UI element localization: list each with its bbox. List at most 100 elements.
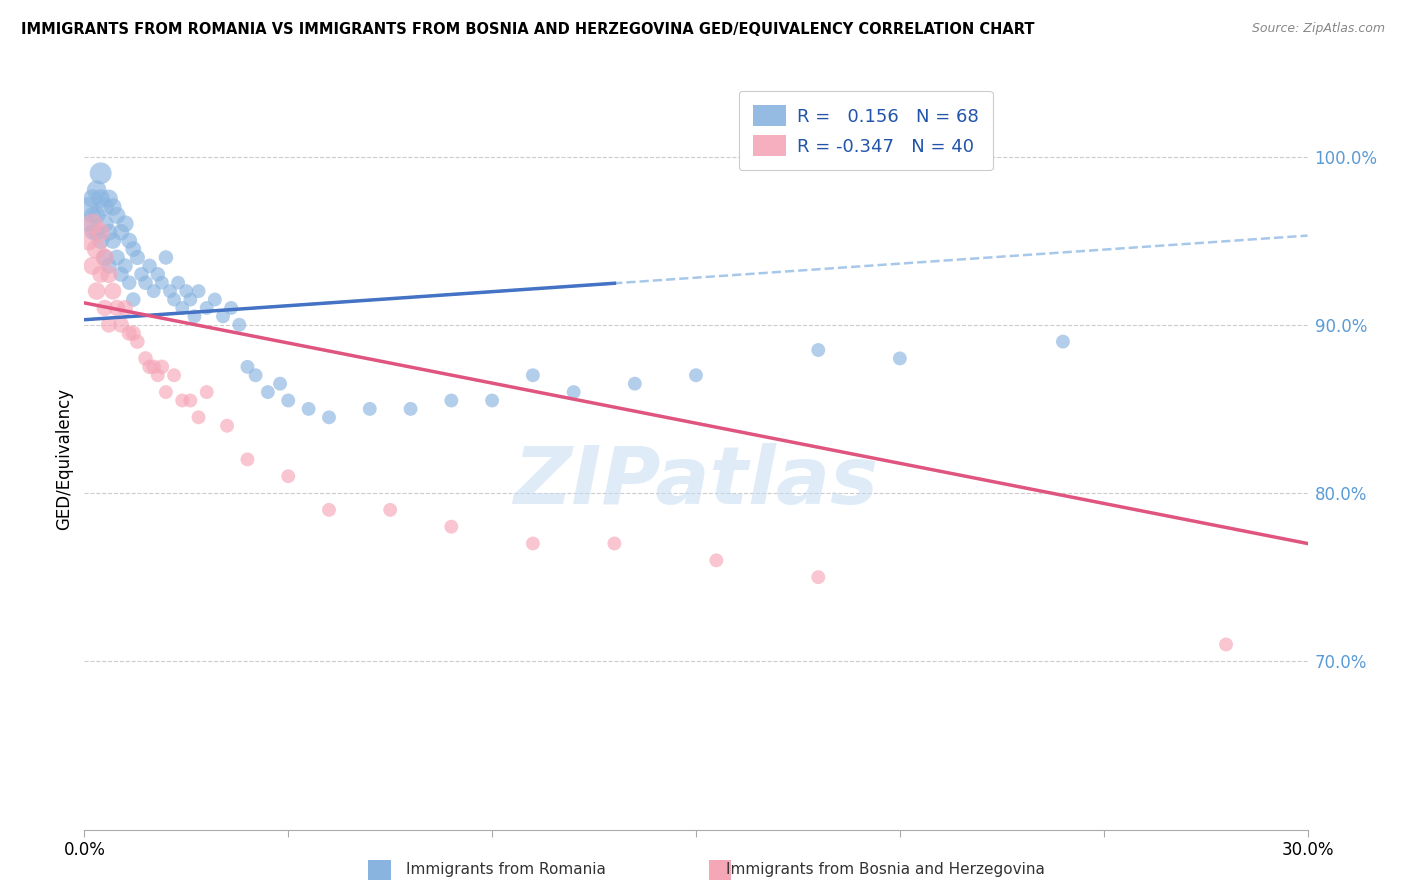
Point [603, 536, 626, 550]
Point [167, 276, 190, 290]
Point [138, 259, 160, 273]
Point [118, 326, 141, 341]
Point [82, 225, 104, 239]
Point [219, 301, 242, 315]
Point [110, 318, 132, 332]
Y-axis label: GED/Equivalency: GED/Equivalency [55, 388, 73, 531]
Point [163, 293, 186, 307]
Text: ZIPatlas: ZIPatlas [513, 442, 879, 521]
Point [146, 268, 169, 282]
Point [97, 192, 120, 206]
Point [706, 553, 728, 567]
Point [114, 301, 136, 315]
Point [97, 225, 120, 239]
Point [204, 293, 226, 307]
Point [86, 183, 108, 197]
Point [90, 225, 112, 239]
Point [150, 359, 173, 374]
Point [440, 519, 463, 533]
Point [217, 418, 239, 433]
Point [105, 208, 128, 222]
Point [93, 301, 115, 315]
Point [807, 343, 830, 357]
Point [179, 293, 201, 307]
Point [318, 410, 340, 425]
Point [298, 401, 321, 416]
Point [105, 301, 128, 315]
Point [277, 393, 299, 408]
Point [212, 310, 235, 324]
Point [105, 251, 128, 265]
Point [93, 217, 115, 231]
Point [77, 200, 100, 214]
Point [82, 217, 104, 231]
Point [101, 234, 124, 248]
Point [1052, 334, 1074, 349]
Point [155, 385, 177, 400]
Point [131, 268, 153, 282]
Point [155, 251, 177, 265]
Point [257, 385, 280, 400]
Point [179, 393, 201, 408]
Point [481, 393, 503, 408]
Point [93, 251, 115, 265]
Point [97, 318, 120, 332]
Text: IMMIGRANTS FROM ROMANIA VS IMMIGRANTS FROM BOSNIA AND HERZEGOVINA GED/EQUIVALENC: IMMIGRANTS FROM ROMANIA VS IMMIGRANTS FR… [21, 22, 1035, 37]
Point [183, 310, 205, 324]
Point [101, 284, 124, 298]
Point [146, 368, 169, 383]
Point [86, 208, 108, 222]
Point [118, 276, 141, 290]
Point [195, 385, 218, 400]
Legend: R =   0.156   N = 68, R = -0.347   N = 40: R = 0.156 N = 68, R = -0.347 N = 40 [738, 91, 993, 170]
Point [380, 503, 402, 517]
Point [93, 200, 115, 214]
Point [228, 318, 250, 332]
Point [77, 234, 100, 248]
Point [82, 192, 104, 206]
Point [86, 225, 108, 239]
Point [318, 503, 340, 517]
Point [159, 284, 181, 298]
Point [97, 268, 120, 282]
Point [135, 276, 157, 290]
Point [359, 401, 381, 416]
Point [150, 276, 173, 290]
Point [172, 393, 194, 408]
Point [142, 359, 165, 374]
Text: Source: ZipAtlas.com: Source: ZipAtlas.com [1251, 22, 1385, 36]
Point [187, 410, 209, 425]
Point [82, 259, 104, 273]
Point [93, 251, 115, 265]
Point [1215, 638, 1237, 652]
Point [440, 393, 463, 408]
Point [187, 284, 209, 298]
Point [110, 225, 132, 239]
Point [236, 452, 259, 467]
Point [277, 469, 299, 483]
Point [174, 284, 197, 298]
Point [562, 385, 585, 400]
Point [399, 401, 422, 416]
Point [86, 242, 108, 256]
Point [135, 351, 157, 366]
Point [110, 268, 132, 282]
Point [122, 242, 145, 256]
Point [101, 200, 124, 214]
Point [77, 217, 100, 231]
Point [142, 284, 165, 298]
Point [82, 208, 104, 222]
Point [269, 376, 291, 391]
Point [624, 376, 647, 391]
Point [122, 293, 145, 307]
Point [685, 368, 707, 383]
Point [97, 259, 120, 273]
Point [889, 351, 911, 366]
Point [522, 368, 544, 383]
Text: Immigrants from Romania: Immigrants from Romania [406, 863, 606, 877]
Point [114, 217, 136, 231]
Point [138, 359, 160, 374]
Point [172, 301, 194, 315]
Point [807, 570, 830, 584]
Point [86, 284, 108, 298]
